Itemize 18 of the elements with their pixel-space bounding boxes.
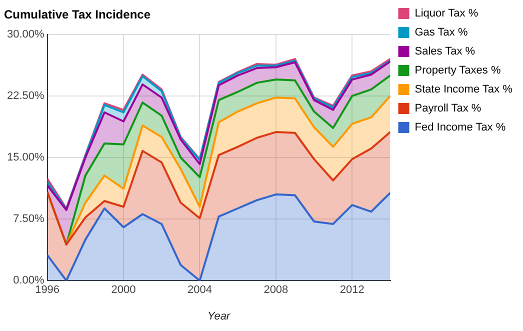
x-tick-label: 1996: [35, 284, 60, 296]
x-tick-label: 2004: [187, 284, 212, 296]
x-tick-label: 2012: [340, 284, 364, 296]
legend-label: Payroll Tax %: [414, 102, 482, 115]
legend-label: Liquor Tax %: [414, 8, 478, 20]
y-tick-label: 30.00%: [6, 28, 45, 40]
chart-title: Cumulative Tax Incidence: [4, 8, 151, 22]
legend-label: State Income Tax %: [414, 84, 513, 96]
legend-label: Sales Tax %: [414, 46, 476, 58]
x-tick-label: 2000: [111, 284, 136, 296]
legend-label: Fed Income Tax %: [414, 122, 506, 134]
x-tick-label: 2008: [264, 284, 288, 296]
x-axis-title: Year: [207, 310, 232, 322]
y-tick-label: 22.50%: [6, 90, 45, 102]
y-tick-label: 15.00%: [6, 152, 45, 164]
legend-label: Property Taxes %: [414, 64, 501, 77]
legend-label: Gas Tax %: [414, 26, 468, 39]
y-tick-label: 7.50%: [13, 213, 45, 226]
